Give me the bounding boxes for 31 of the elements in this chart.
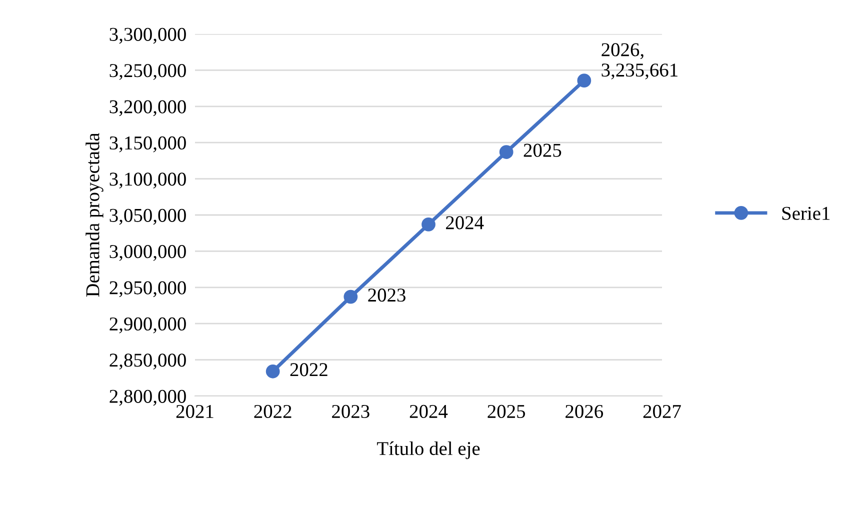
x-tick-label: 2023 <box>332 404 370 418</box>
point <box>577 74 592 88</box>
annotation: 2022 <box>290 363 328 376</box>
annotation: 2025 <box>524 144 562 157</box>
y-tick-label: 3,150,000 <box>110 136 186 152</box>
x-tick-label: 2026 <box>566 404 604 418</box>
y-tick-label: 2,900,000 <box>110 317 186 334</box>
annotation: 2024 <box>446 216 484 230</box>
x-tick-label: 2024 <box>410 404 448 418</box>
y-tick-label: 3,100,000 <box>110 172 186 189</box>
point <box>499 145 514 159</box>
point <box>266 364 280 378</box>
y-tick-label: 3,250,000 <box>110 64 186 80</box>
y-tick-label: 3,050,000 <box>110 208 186 225</box>
legend-label: Serie1 <box>782 206 830 220</box>
annotation: 2026, 3,235,661 <box>602 43 678 80</box>
x-axis-title: Título del eje <box>377 441 480 460</box>
x-tick-label: 2025 <box>488 404 526 418</box>
y-tick-label: 2,850,000 <box>110 354 186 370</box>
y-tick-label: 3,000,000 <box>110 245 186 261</box>
y-axis-title: Demanda proyectada <box>86 132 104 297</box>
y-tick-label: 2,950,000 <box>110 281 186 298</box>
point <box>422 217 436 232</box>
y-tick-label: 3,200,000 <box>110 100 186 116</box>
x-tick-label: 2022 <box>254 404 292 418</box>
point <box>344 290 358 304</box>
annotation: 2023 <box>368 288 406 302</box>
y-tick-label: 2,800,000 <box>110 390 186 406</box>
x-tick-label: 2027 <box>643 404 681 418</box>
y-tick-label: 3,300,000 <box>110 28 186 44</box>
x-tick-label: 2021 <box>176 404 214 418</box>
